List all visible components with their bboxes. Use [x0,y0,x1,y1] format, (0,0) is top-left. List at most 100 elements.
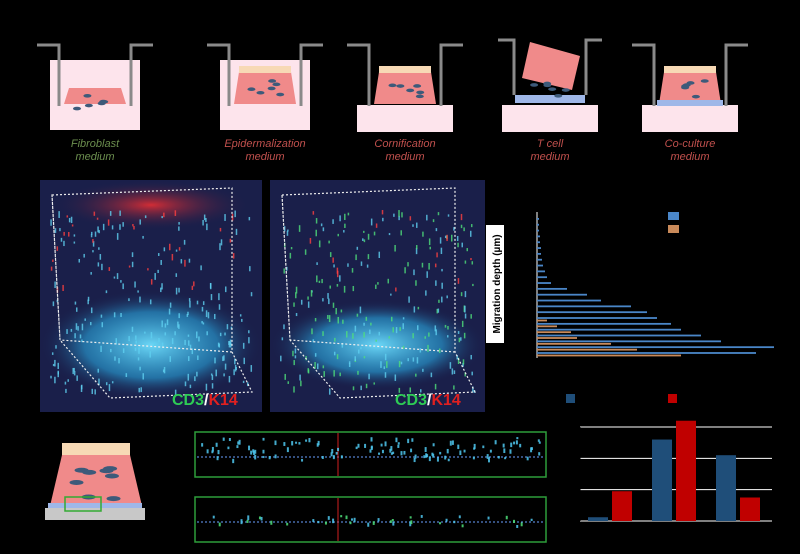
speck [314,353,317,357]
speck [150,279,153,285]
speck [67,379,69,382]
bar [588,517,608,521]
speck [341,343,344,348]
speck [168,308,171,315]
speck [214,357,216,364]
speck [187,373,190,381]
speck [322,365,325,369]
legend-swatch [668,212,679,220]
speck [187,356,190,362]
speck [439,237,442,244]
speck [164,332,167,336]
speck [164,323,167,328]
speck [504,457,507,460]
bar [537,354,681,357]
speck [210,294,213,301]
medium-line: Cornification [374,138,435,150]
speck [138,387,140,393]
speck [321,278,323,284]
cell [543,81,552,86]
well-base [642,105,738,132]
speck [109,211,112,216]
speck [108,384,111,392]
speck [175,273,178,277]
speck [295,292,297,299]
speck [464,372,466,377]
insert [347,43,463,106]
speck [317,520,320,524]
speck [471,261,474,265]
speck [460,292,463,297]
cell [413,84,422,88]
speck [438,348,441,354]
speck [54,359,56,367]
speck [115,338,118,345]
speck [161,216,163,219]
speck [462,359,465,365]
speck [392,327,394,333]
speck [56,246,59,251]
speck [320,223,323,227]
speck [397,442,400,445]
cell [530,83,539,87]
cell [82,469,97,475]
speck [346,331,348,338]
speck [375,339,377,342]
speck [59,228,61,232]
speck [408,296,410,303]
red-signal [51,180,251,230]
speck [436,457,439,462]
speck [184,381,187,387]
insert [632,43,748,106]
speck [357,443,360,448]
speck [186,313,189,317]
speck [515,440,518,445]
speck [68,231,70,237]
speck [81,323,84,331]
speck [412,333,414,339]
speck [360,347,362,350]
speck [461,320,464,327]
speck [191,285,194,290]
cell [561,88,570,92]
speck [270,520,273,525]
speck [287,381,290,384]
speck [113,312,116,318]
speck [171,338,174,345]
speck [233,369,235,376]
speck [250,450,253,455]
strip [194,431,547,478]
insert [37,43,153,106]
speck [71,224,74,227]
speck [355,254,357,261]
speck [246,382,249,387]
medium-line: Co-culture [665,138,716,150]
speck [421,262,424,268]
speck [73,234,76,237]
speck [327,293,329,299]
speck [234,364,237,372]
speck [435,280,437,286]
speck [377,282,379,285]
speck [457,278,460,284]
speck [274,454,277,459]
speck [369,449,372,453]
speck [383,366,386,370]
bar [537,270,545,273]
speck [368,373,370,380]
speck [415,247,418,255]
speck [139,219,141,225]
bar [652,439,672,521]
speck [328,240,330,244]
speck [178,222,180,225]
speck [175,249,178,252]
speck [457,242,459,248]
well-base [502,105,598,132]
speck [189,384,192,389]
speck [332,518,335,524]
speck [381,210,384,215]
speck [390,316,393,322]
speck [367,254,370,260]
speck [218,522,221,527]
